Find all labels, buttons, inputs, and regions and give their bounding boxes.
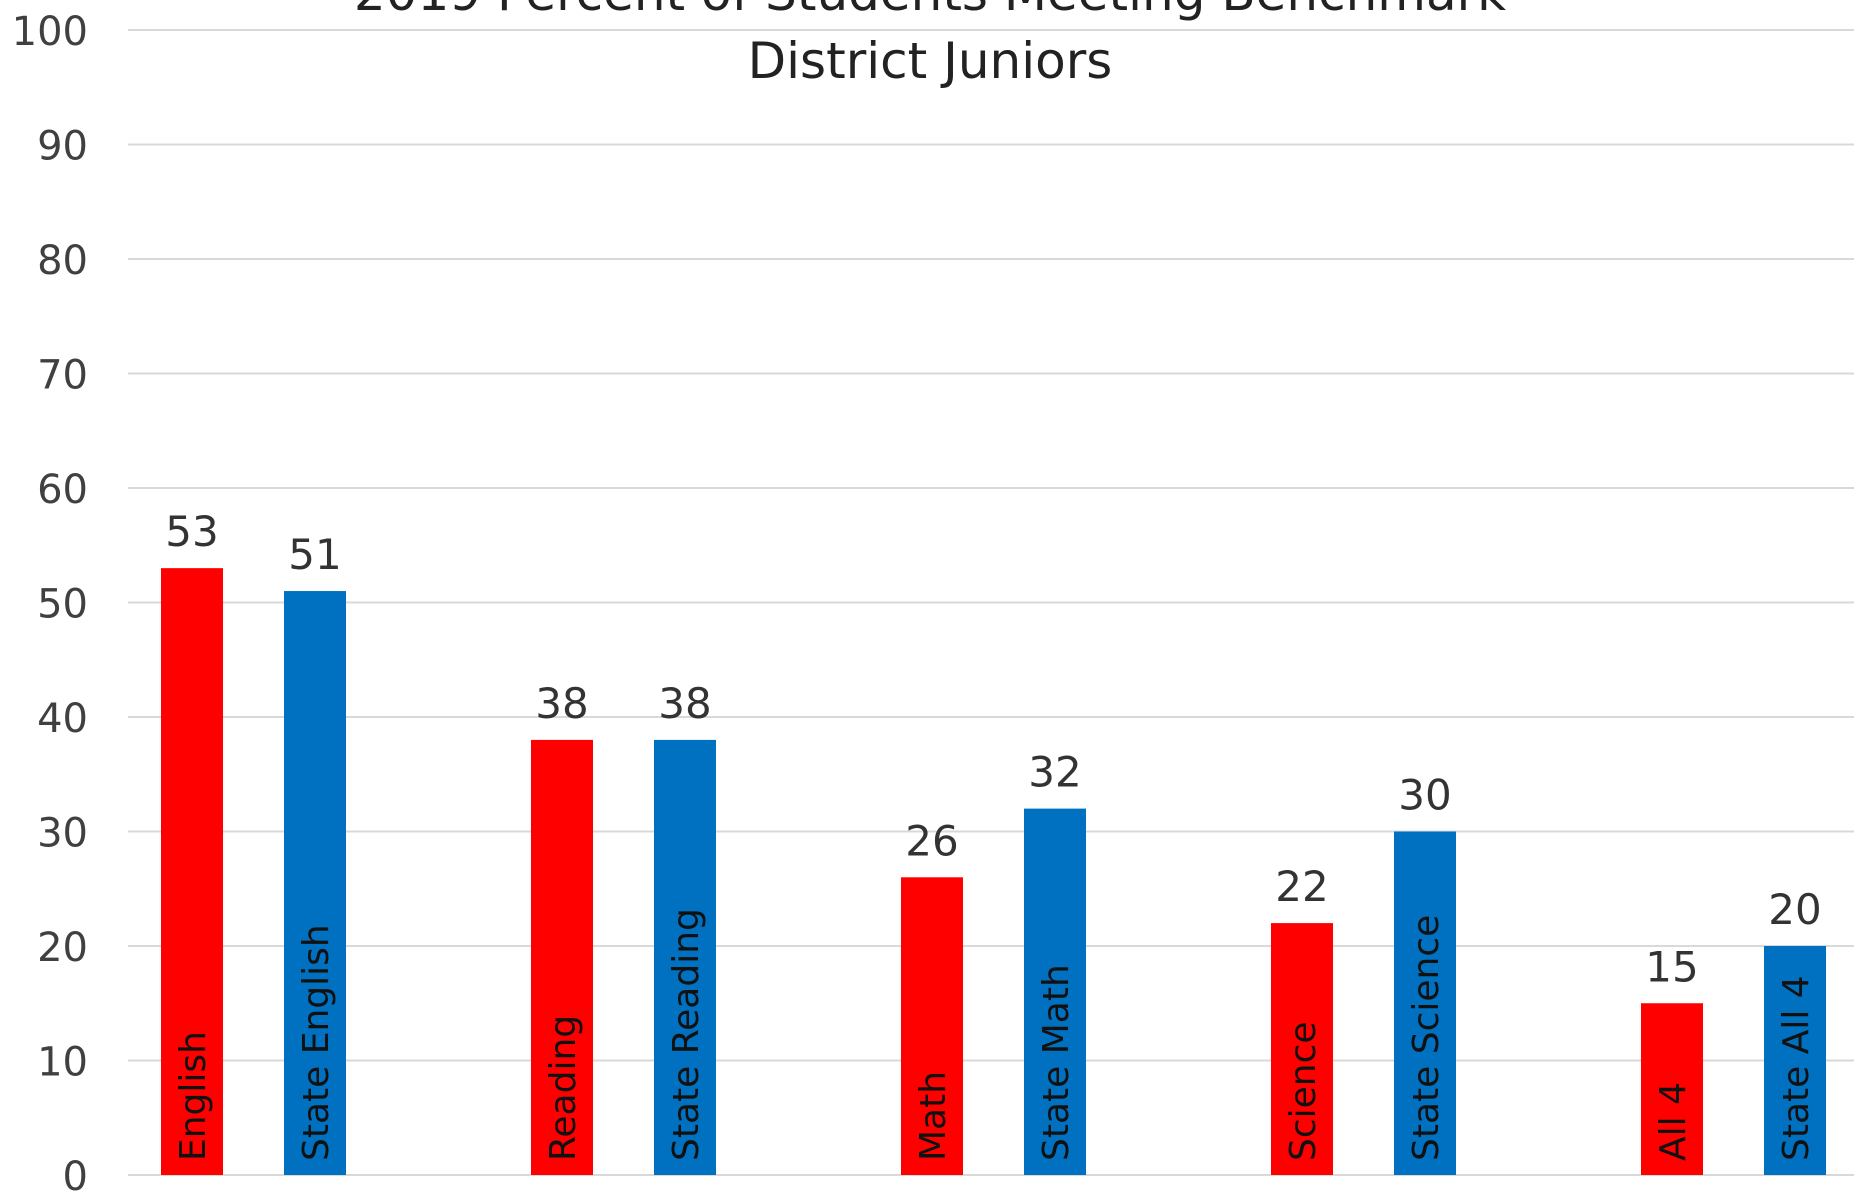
value-labels: 53 51 38 38 26 32 22 30 15 20 bbox=[165, 507, 1821, 991]
y-tick-label: 90 bbox=[37, 124, 88, 170]
gridlines bbox=[128, 29, 1854, 1176]
chart-title-line2: District Juniors bbox=[748, 32, 1113, 90]
bar bbox=[284, 591, 346, 1175]
bar-value-label: 22 bbox=[1275, 862, 1328, 911]
bar bbox=[161, 568, 223, 1175]
bar-value-label: 26 bbox=[905, 816, 958, 865]
y-axis-ticks: 0 10 20 30 40 50 60 70 80 90 100 bbox=[12, 9, 88, 1200]
bars bbox=[161, 568, 1826, 1175]
bar-category-label: English bbox=[173, 1031, 214, 1161]
bar-value-label: 38 bbox=[658, 679, 711, 728]
y-tick-label: 0 bbox=[63, 1154, 88, 1195]
bar-value-label: 53 bbox=[165, 507, 218, 556]
bar bbox=[1394, 831, 1456, 1175]
y-tick-label: 30 bbox=[37, 811, 88, 857]
bar-value-label: 20 bbox=[1768, 885, 1821, 934]
y-tick-label: 60 bbox=[37, 467, 88, 513]
bar-value-label: 51 bbox=[288, 530, 341, 579]
y-tick-label: 50 bbox=[37, 582, 88, 628]
bar-category-label: State All 4 bbox=[1776, 975, 1817, 1161]
bar bbox=[1271, 923, 1333, 1175]
bar-category-label: Science bbox=[1283, 1021, 1324, 1161]
bar bbox=[654, 739, 716, 1175]
y-tick-label: 70 bbox=[37, 353, 88, 399]
bar-category-label: State Math bbox=[1036, 964, 1077, 1161]
y-tick-label: 100 bbox=[12, 9, 88, 55]
y-tick-label: 10 bbox=[37, 1040, 88, 1086]
bar-category-label: Math bbox=[913, 1071, 954, 1161]
bar-category-label: Reading bbox=[543, 1015, 584, 1161]
bar bbox=[1024, 808, 1086, 1175]
bar bbox=[1764, 946, 1826, 1175]
chart-title-line1: 2019 Percent of Students Meeting Benchma… bbox=[354, 0, 1506, 22]
bar-category-label: State Reading bbox=[666, 908, 707, 1161]
y-tick-label: 80 bbox=[37, 238, 88, 284]
bar-category-label: State Science bbox=[1406, 915, 1447, 1161]
bar-value-label: 30 bbox=[1398, 771, 1451, 820]
bar-value-label: 38 bbox=[535, 679, 588, 728]
bar bbox=[1641, 1003, 1703, 1175]
bar-value-label: 15 bbox=[1645, 942, 1698, 991]
bar bbox=[901, 877, 963, 1175]
bar-value-label: 32 bbox=[1028, 748, 1081, 797]
y-tick-label: 40 bbox=[37, 696, 88, 742]
bar-category-label: State English bbox=[296, 924, 337, 1161]
y-tick-label: 20 bbox=[37, 925, 88, 971]
category-labels: English State English Reading State Reading… bbox=[173, 908, 1817, 1161]
bar-category-label: All 4 bbox=[1653, 1082, 1694, 1161]
bar bbox=[531, 739, 593, 1175]
